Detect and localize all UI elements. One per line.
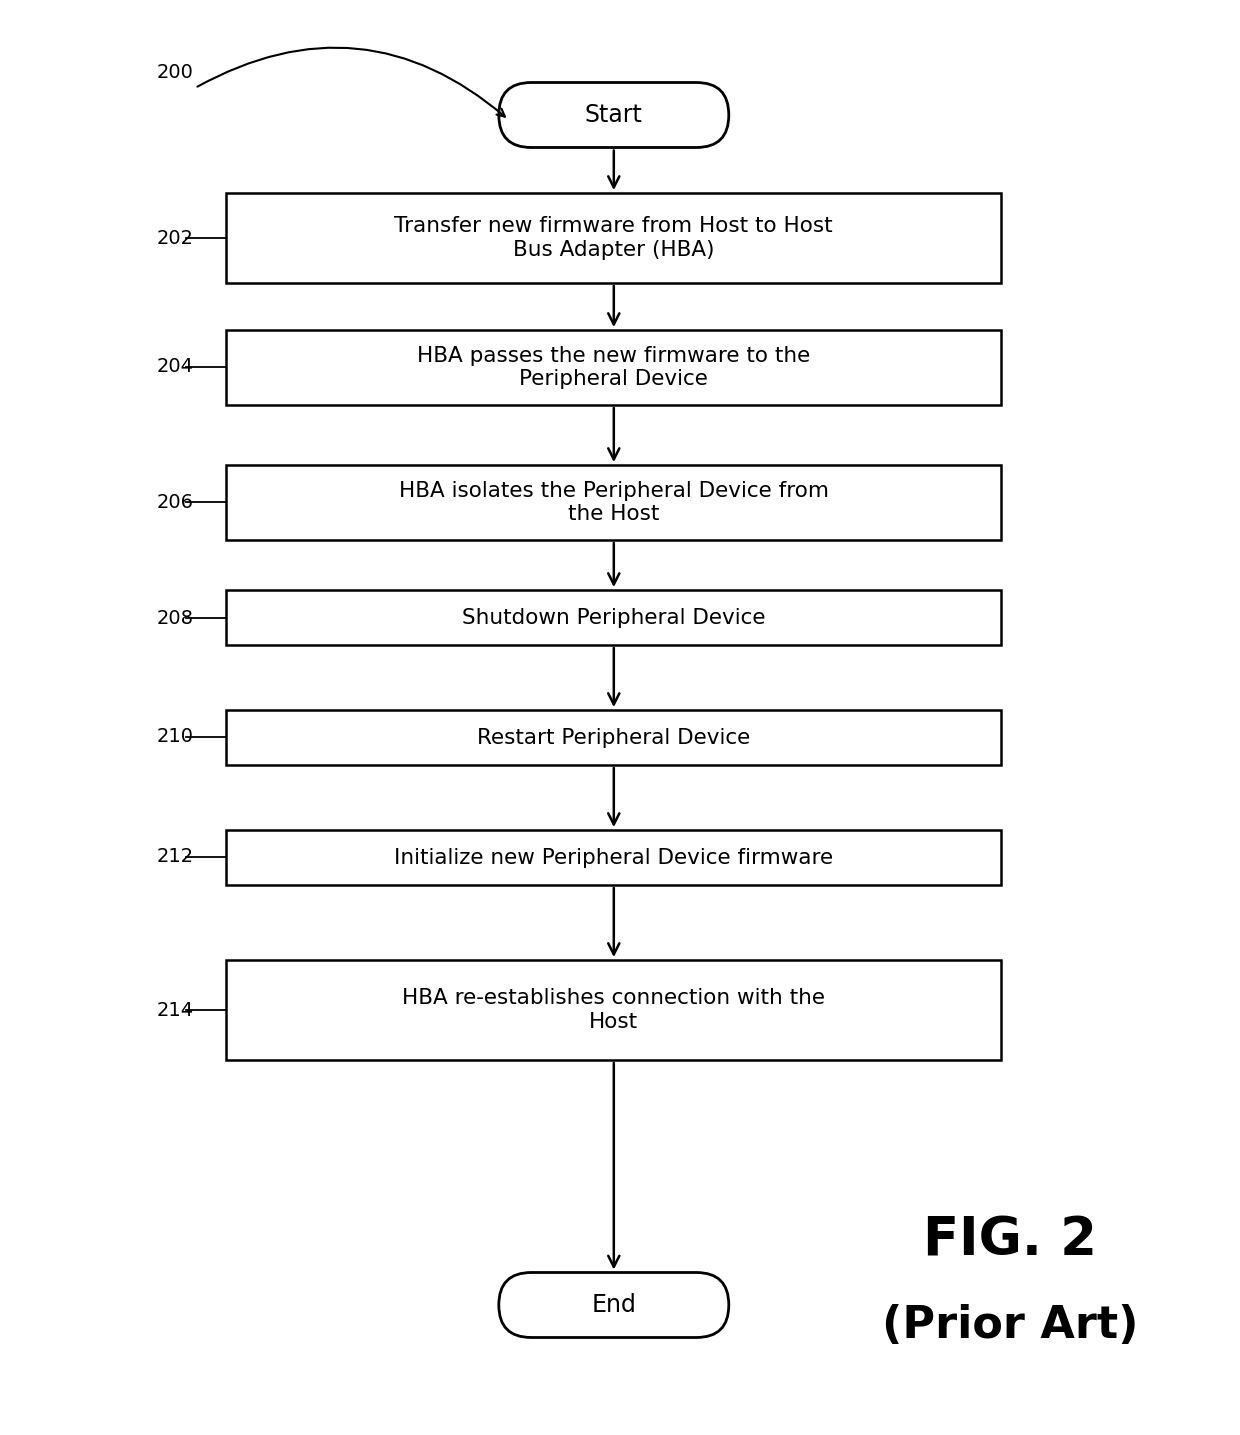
FancyBboxPatch shape (226, 192, 1002, 283)
Text: 206: 206 (157, 492, 193, 511)
Text: End: End (591, 1293, 636, 1317)
Text: (Prior Art): (Prior Art) (882, 1303, 1138, 1346)
Text: Transfer new firmware from Host to Host
Bus Adapter (HBA): Transfer new firmware from Host to Host … (394, 217, 833, 260)
Text: 204: 204 (157, 357, 193, 376)
FancyBboxPatch shape (226, 465, 1002, 540)
Text: HBA isolates the Peripheral Device from
the Host: HBA isolates the Peripheral Device from … (399, 481, 828, 524)
Text: Initialize new Peripheral Device firmware: Initialize new Peripheral Device firmwar… (394, 848, 833, 868)
FancyBboxPatch shape (226, 960, 1002, 1060)
Text: 210: 210 (157, 728, 193, 746)
Text: Restart Peripheral Device: Restart Peripheral Device (477, 728, 750, 748)
FancyBboxPatch shape (498, 1273, 729, 1337)
Text: FIG. 2: FIG. 2 (923, 1214, 1097, 1266)
Text: 202: 202 (157, 228, 193, 247)
FancyBboxPatch shape (226, 590, 1002, 644)
Text: 212: 212 (157, 848, 195, 867)
Text: Start: Start (585, 103, 642, 128)
FancyBboxPatch shape (226, 330, 1002, 405)
Text: 200: 200 (157, 63, 193, 82)
Text: HBA passes the new firmware to the
Peripheral Device: HBA passes the new firmware to the Perip… (417, 346, 811, 389)
Text: HBA re-establishes connection with the
Host: HBA re-establishes connection with the H… (402, 989, 826, 1032)
FancyBboxPatch shape (226, 829, 1002, 885)
FancyBboxPatch shape (498, 82, 729, 148)
Text: 208: 208 (157, 608, 193, 627)
Text: Shutdown Peripheral Device: Shutdown Peripheral Device (463, 607, 765, 627)
FancyBboxPatch shape (226, 710, 1002, 765)
Text: 214: 214 (157, 1000, 195, 1019)
